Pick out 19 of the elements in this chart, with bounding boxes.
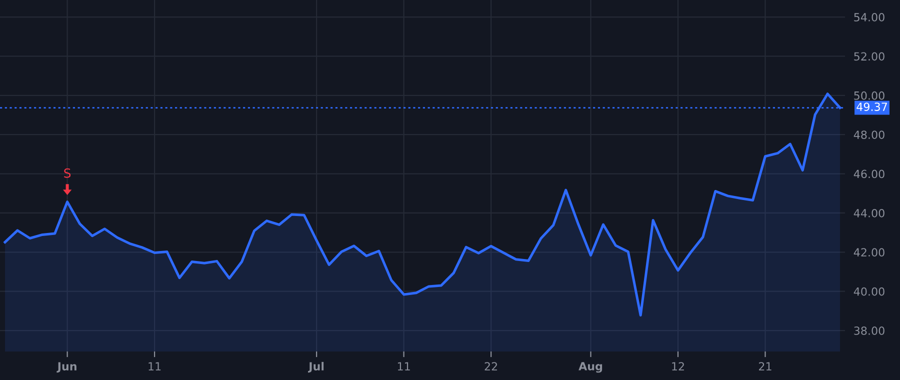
- ref-line-label: 49.37: [856, 102, 887, 111]
- x-tick-label: Jul: [308, 362, 324, 373]
- x-tick-label: Jun: [56, 362, 76, 373]
- y-tick-label: 48.00: [854, 130, 884, 139]
- y-tick-label: 42.00: [854, 248, 884, 257]
- x-tick-label: 12: [672, 362, 684, 370]
- y-tick-label: 40.00: [854, 287, 884, 296]
- x-tick-label: 21: [758, 362, 772, 370]
- y-tick-label: 50.00: [854, 91, 884, 100]
- x-tick-label: Aug: [578, 362, 602, 373]
- x-tick-label: 22: [484, 362, 498, 370]
- annotation: S: [64, 168, 71, 178]
- y-tick-label: 46.00: [854, 170, 884, 178]
- y-tick-label: 52.00: [854, 52, 884, 61]
- y-tick-label: 54.00: [854, 13, 884, 22]
- y-tick-label: 44.00: [854, 208, 884, 218]
- x-tick-label: 11: [398, 362, 410, 370]
- y-tick-label: 38.00: [854, 326, 884, 335]
- x-tick-label: 11: [148, 362, 161, 370]
